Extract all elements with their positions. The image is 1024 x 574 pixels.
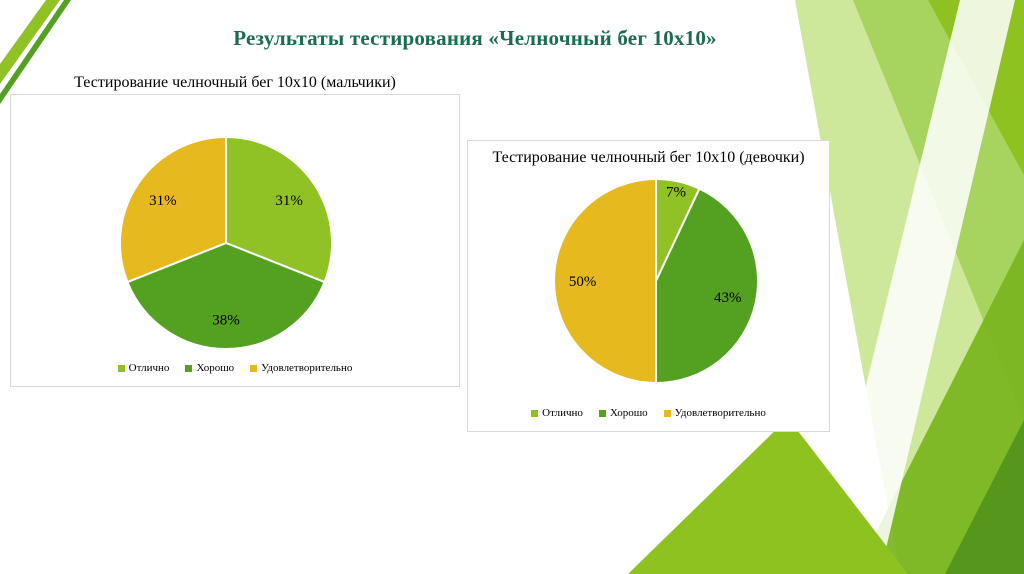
- legend-swatch-2: [250, 364, 258, 372]
- bg-shape-white-slash: [820, 0, 1015, 574]
- legend-item-2: Удовлетворительно: [663, 407, 766, 419]
- boys-chart: Тестирование челночный бег 10х10 (мальчи…: [10, 74, 460, 387]
- pie-data-label-1: 38%: [212, 312, 240, 328]
- boys-chart-legend: Отлично Хорошо Удовлетворительно: [11, 362, 459, 374]
- bg-shape-dark-corner: [945, 420, 1024, 574]
- legend-swatch-2: [663, 409, 671, 417]
- pie-slice-1: [655, 187, 759, 385]
- pie-slice-1: [126, 241, 326, 351]
- legend-item-1: Хорошо: [598, 407, 648, 419]
- legend-label-0: Отлично: [542, 407, 583, 419]
- girls-pie-chart: 7% 43% 50%: [553, 177, 759, 385]
- legend-item-2: Удовлетворительно: [250, 362, 352, 374]
- legend-item-0: Отлично: [531, 407, 583, 419]
- legend-label-2: Удовлетворительно: [674, 407, 766, 419]
- pie-data-label-1: 43%: [714, 290, 742, 306]
- pie-data-label-0: 7%: [666, 184, 686, 200]
- boys-chart-title: Тестирование челночный бег 10х10 (мальчи…: [74, 74, 396, 91]
- legend-item-1: Хорошо: [185, 362, 234, 374]
- girls-chart-title: Тестирование челночный бег 10х10 (девочк…: [492, 149, 805, 166]
- legend-swatch-0: [117, 364, 125, 372]
- pie-slice-2: [553, 177, 657, 385]
- legend-label-1: Хорошо: [609, 407, 648, 419]
- legend-label-0: Отлично: [128, 362, 170, 374]
- legend-swatch-1: [598, 409, 606, 417]
- bg-shape-topleft-stripe-light: [0, 0, 60, 84]
- girls-chart-legend: Отлично Хорошо Удовлетворительно: [468, 407, 829, 419]
- legend-item-0: Отлично: [117, 362, 170, 374]
- girls-chart-box: Тестирование челночный бег 10х10 (девочк…: [467, 140, 830, 432]
- girls-chart: Тестирование челночный бег 10х10 (девочк…: [467, 140, 830, 432]
- legend-label-1: Хорошо: [196, 362, 235, 374]
- legend-swatch-0: [531, 409, 539, 417]
- legend-swatch-1: [185, 364, 193, 372]
- pie-data-label-2: 31%: [149, 193, 177, 209]
- bg-shape-bottom-triangle: [628, 418, 908, 574]
- bg-shape-topleft-stripe-dark: [0, 0, 71, 104]
- pie-slice-0: [225, 135, 333, 284]
- pie-slice-2: [119, 135, 227, 284]
- slide-title: Результаты тестирования «Челночный бег 1…: [233, 26, 717, 50]
- pie-data-label-2: 50%: [569, 274, 597, 290]
- boys-chart-box: 31% 38% 31% Отлично Хорошо Удовлетворительно: [10, 94, 460, 387]
- pie-data-label-0: 31%: [275, 193, 303, 209]
- legend-label-2: Удовлетворительно: [261, 362, 353, 374]
- boys-pie-chart: 31% 38% 31%: [119, 135, 333, 351]
